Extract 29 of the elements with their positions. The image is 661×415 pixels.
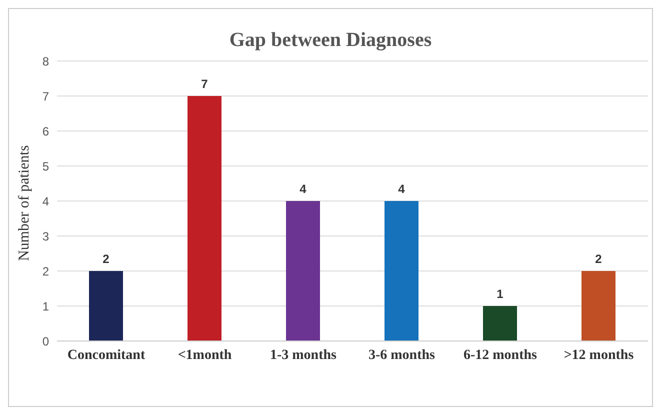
y-tick-label: 2 [42,264,50,278]
y-tick-label: 0 [42,334,50,348]
x-tick-label: 1-3 months [270,348,338,363]
data-label: 2 [595,252,602,266]
y-tick-label: 7 [42,89,50,104]
bar [89,271,123,341]
data-label: 2 [102,252,110,266]
bar [188,96,222,341]
y-tick-label: 3 [42,229,50,244]
x-tick-label: Concomitant [67,348,146,363]
y-tick-label: 4 [42,194,50,208]
data-label: 4 [398,182,406,196]
data-label: 4 [300,182,307,196]
x-tick-label: <1month [178,348,232,363]
y-tick-label: 6 [42,124,50,138]
y-tick-label: 5 [42,159,50,174]
x-tick-label: 3-6 months [368,348,436,363]
bar [286,201,320,341]
bar [483,306,517,341]
y-tick-label: 8 [42,54,50,68]
bar [384,201,418,341]
y-tick-label: 1 [42,299,50,314]
x-tick-label: >12 months [564,348,634,363]
data-label: 1 [496,287,504,301]
bar [582,271,616,341]
y-axis-title: Number of patients [16,145,32,261]
data-label: 7 [201,77,208,91]
x-tick-label: 6-12 months [463,348,538,363]
chart-title: Gap between Diagnoses [228,29,433,52]
